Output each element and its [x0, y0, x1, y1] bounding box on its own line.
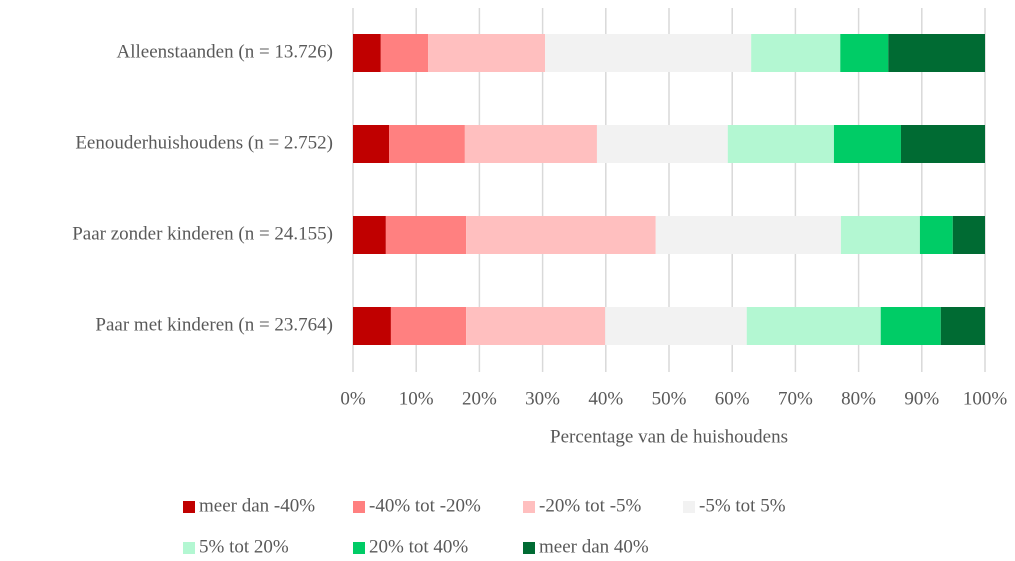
- x-tick-label: 30%: [525, 388, 560, 409]
- bar-segment: [353, 34, 381, 72]
- bar-segment: [840, 34, 889, 72]
- bar-segment: [880, 307, 941, 345]
- bar-segment: [353, 307, 391, 345]
- bar-segment: [353, 216, 386, 254]
- x-tick-label: 10%: [399, 388, 434, 409]
- legend-label: 20% tot 40%: [369, 536, 468, 557]
- bar-segment: [596, 125, 728, 163]
- legend-swatch: [183, 542, 195, 554]
- bar-segment: [385, 216, 467, 254]
- legend-label: meer dan 40%: [539, 536, 649, 557]
- legend-label: -40% tot -20%: [369, 495, 481, 516]
- x-tick-label: 90%: [904, 388, 939, 409]
- bar-segment: [464, 125, 597, 163]
- x-tick-label: 80%: [841, 388, 876, 409]
- legend-swatch: [683, 501, 695, 513]
- y-tick-label: Paar met kinderen (n = 23.764): [95, 314, 333, 335]
- bar-segment: [428, 34, 546, 72]
- x-tick-label: 20%: [462, 388, 497, 409]
- x-tick-label: 70%: [778, 388, 813, 409]
- bar-segment: [353, 125, 390, 163]
- bar-segment: [940, 307, 985, 345]
- x-tick-label: 50%: [652, 388, 687, 409]
- legend-label: 5% tot 20%: [199, 536, 289, 557]
- legend-swatch: [523, 501, 535, 513]
- bar-segment: [605, 307, 747, 345]
- legend-label: meer dan -40%: [199, 495, 315, 516]
- y-tick-label: Alleenstaanden (n = 13.726): [117, 41, 334, 62]
- x-tick-label: 0%: [340, 388, 366, 409]
- x-tick-label: 100%: [963, 388, 1008, 409]
- legend-swatch: [353, 542, 365, 554]
- y-tick-label: Paar zonder kinderen (n = 24.155): [72, 223, 333, 244]
- x-tick-label: 40%: [588, 388, 623, 409]
- legend-swatch: [523, 542, 535, 554]
- x-tick-label: 60%: [715, 388, 750, 409]
- legend-label: -5% tot 5%: [699, 495, 786, 516]
- x-axis-title: Percentage van de huishoudens: [550, 426, 788, 447]
- bar-segment: [919, 216, 953, 254]
- bar-segment: [833, 125, 901, 163]
- bar-segment: [952, 216, 985, 254]
- legend-swatch: [353, 501, 365, 513]
- bar-segment: [840, 216, 920, 254]
- bar-segment: [751, 34, 841, 72]
- bar-segment: [466, 216, 656, 254]
- bar-segment: [380, 34, 429, 72]
- bar-segment: [900, 125, 985, 163]
- bar-segment: [466, 307, 606, 345]
- bar-segment: [389, 125, 465, 163]
- y-tick-label: Eenouderhuishoudens (n = 2.752): [75, 132, 333, 153]
- bar-segment: [390, 307, 467, 345]
- legend-label: -20% tot -5%: [539, 495, 642, 516]
- bar-segment: [746, 307, 881, 345]
- legend-swatch: [183, 501, 195, 513]
- bar-segment: [727, 125, 834, 163]
- bar-segment: [888, 34, 985, 72]
- bar-segment: [545, 34, 752, 72]
- bar-segment: [655, 216, 841, 254]
